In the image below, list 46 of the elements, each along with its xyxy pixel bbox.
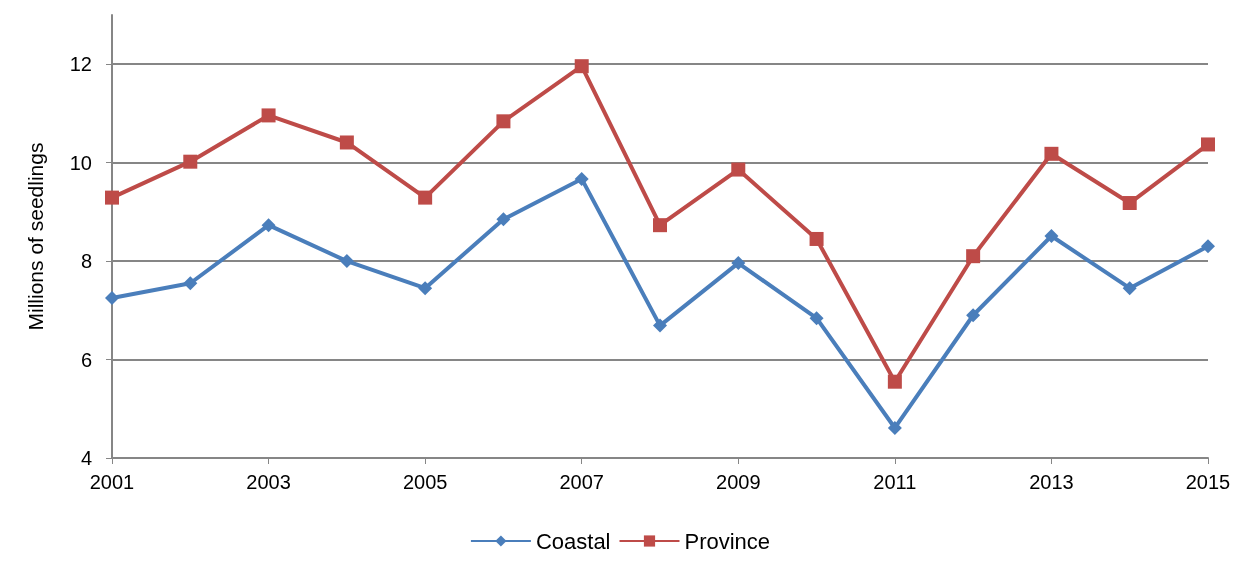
x-tick-label: 2005 xyxy=(402,471,448,493)
point xyxy=(1122,281,1137,296)
x-tick-label: 2013 xyxy=(1029,471,1074,493)
point xyxy=(105,190,119,205)
point xyxy=(1044,146,1059,161)
point xyxy=(731,162,746,177)
point xyxy=(496,212,511,227)
point xyxy=(887,420,902,435)
legend-label: Coastal xyxy=(535,528,611,554)
point xyxy=(809,231,824,246)
point xyxy=(339,254,354,269)
x-tick-label: 2015 xyxy=(1185,471,1231,493)
point xyxy=(731,256,746,271)
point xyxy=(887,374,902,389)
point xyxy=(105,291,119,306)
y-tick-label: 12 xyxy=(69,53,92,76)
point xyxy=(183,276,198,291)
point xyxy=(653,218,667,233)
y-tick-label: 4 xyxy=(80,447,92,469)
x-tick-label: 2007 xyxy=(559,471,604,493)
x-tick-label: 2001 xyxy=(89,471,135,493)
point xyxy=(496,114,511,129)
point xyxy=(418,190,433,205)
point xyxy=(574,171,589,186)
point xyxy=(261,108,276,123)
legend-label: Province xyxy=(684,528,771,554)
x-tick-label: 2011 xyxy=(873,471,917,493)
point xyxy=(418,281,433,296)
point xyxy=(574,59,589,74)
point xyxy=(1044,229,1059,244)
point xyxy=(339,135,354,150)
x-tick-label: 2009 xyxy=(716,471,761,493)
point xyxy=(1201,137,1215,152)
point xyxy=(966,308,981,323)
y-axis-title: Millions of seedlings xyxy=(24,142,47,331)
point xyxy=(183,154,198,169)
y-tick-label: 10 xyxy=(69,151,92,174)
y-tick-label: 6 xyxy=(80,348,92,371)
point xyxy=(653,318,667,333)
point xyxy=(809,311,824,326)
point xyxy=(966,249,981,264)
point xyxy=(1122,196,1137,211)
y-tick-label: 8 xyxy=(80,250,92,273)
point xyxy=(1201,239,1215,254)
point xyxy=(261,218,276,233)
x-tick-label: 2003 xyxy=(246,471,291,493)
